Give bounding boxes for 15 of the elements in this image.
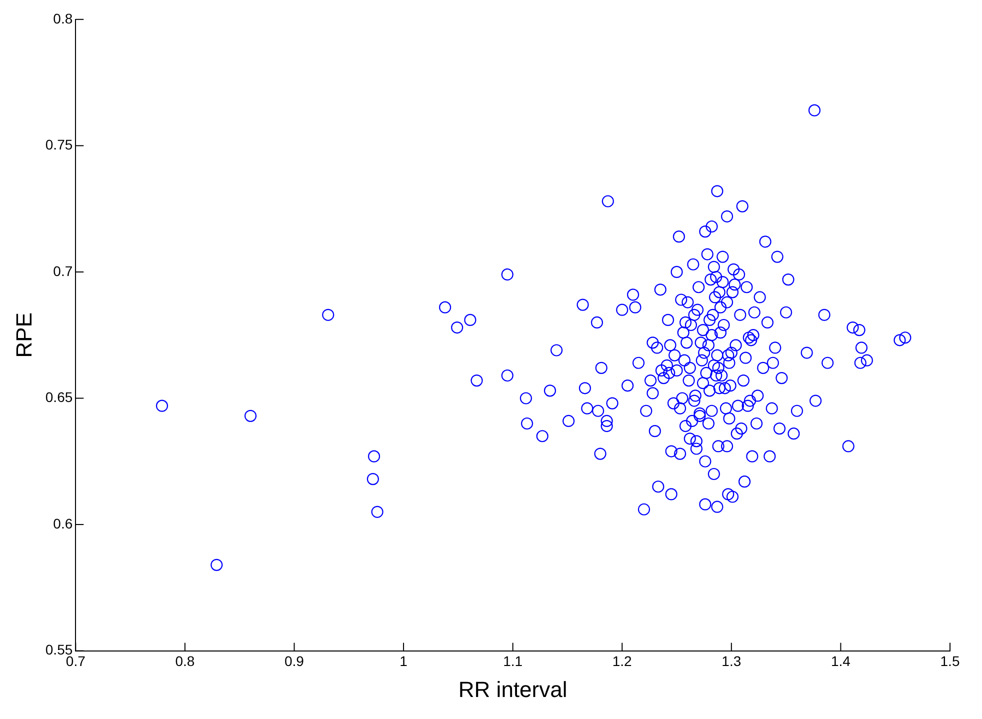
x-tick-label: 1.2 xyxy=(612,653,632,670)
x-tick-label: 1 xyxy=(400,653,408,670)
x-tick-label: 1.1 xyxy=(503,653,523,670)
x-tick-label: 0.9 xyxy=(284,653,304,670)
y-tick-label: 0.7 xyxy=(53,262,73,279)
y-axis-title: RPE xyxy=(11,312,36,358)
y-tick-label: 0.65 xyxy=(45,389,73,406)
x-tick-label: 1.4 xyxy=(830,653,851,670)
x-axis-title: RR interval xyxy=(458,676,568,702)
y-tick-label: 0.6 xyxy=(53,515,73,532)
x-tick-label: 0.8 xyxy=(175,653,195,670)
y-tick-label: 0.75 xyxy=(45,136,73,153)
x-tick-label: 1.3 xyxy=(722,653,742,670)
x-tick-label: 1.5 xyxy=(940,653,960,670)
y-tick-label: 0.8 xyxy=(53,10,73,26)
